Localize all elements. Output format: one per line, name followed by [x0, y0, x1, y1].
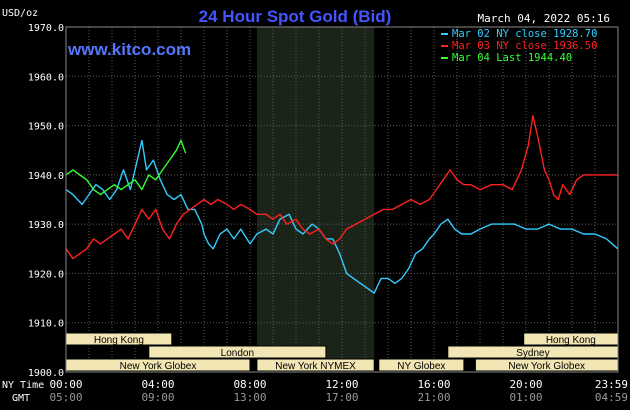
- legend-entry: Mar 04 Last 1944.40: [452, 52, 572, 64]
- ny-tick-label: 00:00: [49, 378, 82, 391]
- legend-entry: Mar 03 NY close 1936.50: [452, 40, 597, 52]
- y-tick-label: 1950.0: [28, 122, 64, 133]
- ny-tick-label: 04:00: [141, 378, 174, 391]
- session-label: Hong Kong: [94, 335, 144, 346]
- plot-frame: [65, 26, 619, 373]
- ny-tick-label: 16:00: [417, 378, 450, 391]
- unit-label: USD/oz: [2, 8, 38, 19]
- y-tick-label: 1920.0: [28, 269, 64, 280]
- gmt-tick-label: 04:59: [595, 391, 628, 404]
- nymex-shade: [256, 27, 375, 372]
- session-bars: Hong Kong London New York Globex New York N…: [65, 332, 619, 372]
- ny-tick-label: 08:00: [233, 378, 266, 391]
- y-tick-label: 1930.0: [28, 220, 64, 231]
- gmt-tick-label: 05:00: [49, 391, 82, 404]
- series-lines: [65, 115, 619, 294]
- ny-tick-label: 20:00: [509, 378, 542, 391]
- session-bar: [378, 358, 465, 372]
- ny-tick-label: 12:00: [325, 378, 358, 391]
- ny-tick-label: 23:59: [595, 378, 628, 391]
- session-label: London: [221, 348, 254, 359]
- session-label: NY Globex: [397, 361, 445, 372]
- session-label: New York Globex: [508, 361, 585, 372]
- grid: [66, 26, 618, 373]
- y-tick-label: 1940.0: [28, 171, 64, 182]
- y-tick-label: 1900.0: [28, 368, 64, 379]
- y-tick-label: 1960.0: [28, 72, 64, 83]
- gmt-tick-label: 13:00: [233, 391, 266, 404]
- legend-entry: Mar 02 NY close 1928.70: [452, 28, 597, 40]
- session-bar: [148, 345, 327, 359]
- ny-time-row-label: NY Time: [2, 380, 44, 391]
- chart-title: 24 Hour Spot Gold (Bid): [199, 7, 392, 26]
- gmt-tick-label: 01:00: [509, 391, 542, 404]
- y-axis: 1900.0 1910.0 1920.0 1930.0 1940.0 1950.0 1960…: [28, 23, 64, 379]
- series-line: [65, 139, 187, 196]
- session-bar: [256, 358, 375, 372]
- gmt-tick-label: 21:00: [417, 391, 450, 404]
- gmt-row-label: GMT: [12, 393, 30, 404]
- watermark: www.kitco.com: [67, 40, 191, 59]
- y-tick-label: 1910.0: [28, 319, 64, 330]
- session-label: New York Globex: [120, 361, 197, 372]
- series-line: [65, 139, 619, 294]
- gmt-tick-label: 17:00: [325, 391, 358, 404]
- session-label: New York NYMEX: [275, 361, 356, 372]
- datetime-label: March 04, 2022 05:16: [478, 12, 610, 25]
- gmt-tick-label: 09:00: [141, 391, 174, 404]
- y-tick-label: 1970.0: [28, 23, 64, 34]
- session-label: Sydney: [516, 348, 549, 359]
- session-label: Hong Kong: [546, 335, 596, 346]
- series-line: [65, 115, 618, 260]
